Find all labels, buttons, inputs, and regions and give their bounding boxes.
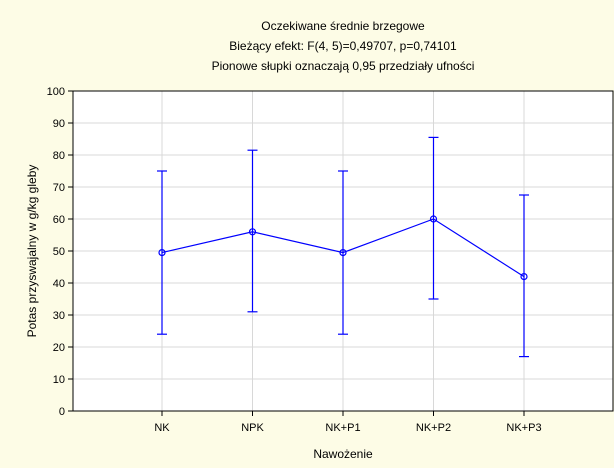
y-tick-label: 30 xyxy=(53,310,65,322)
axis-ticks: 0 10 20 30 40 50 60 70 80 90 100 NK NPK NK+P1 NK+P2 NK+… xyxy=(47,86,542,434)
x-tick-label: NK xyxy=(154,422,170,434)
y-tick-label: 70 xyxy=(53,182,65,194)
y-tick-label: 90 xyxy=(53,118,65,130)
y-tick-label: 20 xyxy=(53,342,65,354)
data-point xyxy=(248,228,257,236)
data-point xyxy=(158,249,166,257)
y-tick-label: 80 xyxy=(53,150,65,162)
chart-title: Oczekiwane średnie brzegowe xyxy=(261,19,425,33)
data-point xyxy=(520,273,528,281)
chart-subtitle-effect: Bieżący efekt: F(4, 5)=0,49707, p=0,7410… xyxy=(229,39,457,53)
x-tick-label: NK+P3 xyxy=(506,422,541,434)
y-tick-label: 10 xyxy=(53,374,65,386)
y-tick-label: 0 xyxy=(59,406,65,418)
x-tick-label: NK+P2 xyxy=(416,422,451,434)
x-axis-label: Nawożenie xyxy=(313,447,373,461)
x-tick-label: NPK xyxy=(241,422,264,434)
chart-subtitle-ci: Pionowe słupki oznaczają 0,95 przedziały… xyxy=(212,59,475,73)
y-axis-label: Potas przyswajalny w g/kg gleby xyxy=(25,165,39,338)
x-tick-label: NK+P1 xyxy=(325,422,360,434)
data-point xyxy=(339,249,347,257)
y-tick-label: 40 xyxy=(53,278,65,290)
series-line xyxy=(161,218,525,278)
series-layer xyxy=(157,136,529,358)
y-tick-label: 50 xyxy=(53,246,65,258)
y-tick-label: 60 xyxy=(53,214,65,226)
y-tick-label: 100 xyxy=(47,86,65,98)
data-point xyxy=(429,215,438,223)
